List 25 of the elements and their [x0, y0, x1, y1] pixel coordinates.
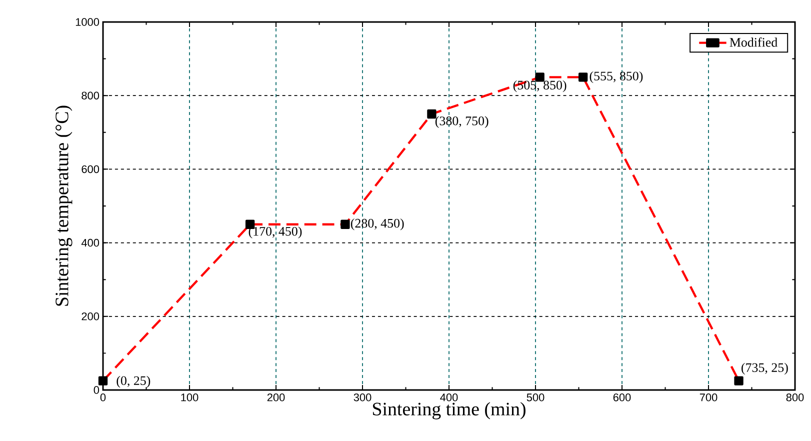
- y-tick-label: 400: [81, 238, 100, 247]
- x-tick-label: 0: [100, 394, 106, 402]
- legend-label: Modified: [730, 38, 778, 47]
- y-tick-label: 600: [82, 165, 100, 174]
- x-tick-label: 300: [354, 394, 372, 402]
- annotation: (0, 25): [116, 376, 150, 388]
- x-tick-label: 400: [440, 394, 458, 402]
- x-axis-title: Sintering time (min): [372, 402, 526, 420]
- x-tick-label: 700: [700, 394, 718, 402]
- annotation: (280, 450): [350, 218, 404, 230]
- annotation: (555, 850): [590, 71, 643, 84]
- x-tick-label: 100: [181, 394, 198, 402]
- annotation: (505, 850): [513, 80, 566, 92]
- annotation: (170, 450): [248, 226, 302, 238]
- y-axis-title: Sintering temperature (°C): [55, 106, 72, 306]
- y-tick-label: 200: [82, 312, 100, 320]
- x-tick-label: 200: [267, 394, 285, 402]
- annotation: (380, 750): [435, 116, 488, 128]
- x-tick-label: 500: [526, 394, 544, 402]
- y-tick-label: 0: [94, 386, 100, 394]
- annotation: (735, 25): [742, 362, 788, 375]
- x-tick-label: 800: [786, 394, 804, 402]
- y-tick-label: 1000: [76, 18, 100, 26]
- y-tick-label: 800: [82, 92, 100, 100]
- x-tick-label: 600: [613, 394, 631, 402]
